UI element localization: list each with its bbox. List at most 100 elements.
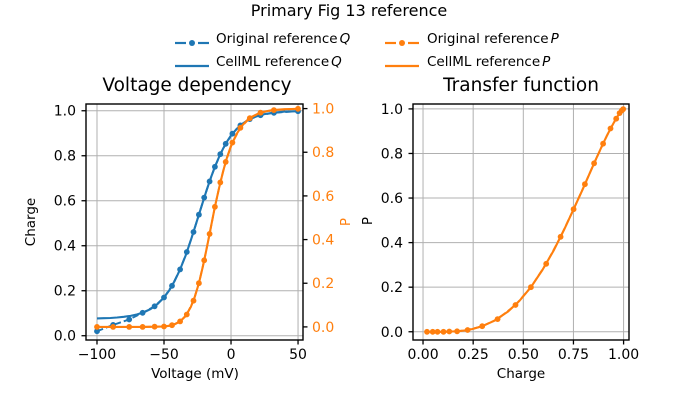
- tick-label: 1.0: [381, 102, 403, 118]
- left-plot-title: Voltage dependency: [102, 75, 292, 96]
- tick-label: 0.4: [381, 236, 403, 252]
- series-marker: [151, 323, 158, 330]
- tick-label: 50: [289, 347, 307, 363]
- series-marker: [201, 257, 208, 264]
- series-curve: [427, 108, 624, 333]
- series-marker: [151, 303, 158, 310]
- series-marker: [190, 229, 197, 235]
- series-marker: [169, 322, 175, 329]
- series-marker: [139, 309, 146, 316]
- left-plot-xlabel: Voltage (mV): [151, 366, 239, 382]
- tick-label: 0.2: [312, 276, 334, 292]
- right-plot-title: Transfer function: [443, 75, 599, 96]
- series-marker: [570, 206, 577, 213]
- tick-label: 0.0: [312, 320, 334, 336]
- left-plot-right-ylabel: P: [338, 217, 354, 227]
- series-marker: [582, 181, 588, 188]
- tick-label: 0.75: [558, 347, 589, 363]
- series-marker: [528, 284, 534, 291]
- series-marker: [183, 311, 190, 318]
- legend-line-sample: [399, 40, 405, 46]
- legend-entry-original-p: Original reference P: [427, 31, 559, 47]
- series-marker: [190, 297, 197, 304]
- series-marker: [177, 318, 184, 325]
- tick-label: 0.00: [407, 347, 438, 363]
- series-marker: [206, 178, 213, 185]
- tick-label: 1.0: [312, 102, 334, 118]
- legend-line-dashed-q-icon: [175, 34, 209, 46]
- series-marker: [126, 324, 133, 330]
- series-curve: [97, 107, 299, 328]
- series-marker: [434, 328, 441, 335]
- tick-label: −50: [149, 347, 179, 363]
- series-marker: [464, 327, 471, 333]
- right-plot-ylabel: P: [360, 216, 376, 226]
- series-marker: [557, 233, 564, 240]
- series-marker: [139, 324, 146, 330]
- series-marker: [246, 115, 253, 122]
- series-marker: [454, 328, 460, 335]
- series-marker: [217, 151, 224, 158]
- tick-label: 1.00: [608, 347, 639, 363]
- tick-label: 0: [227, 347, 236, 363]
- axes-spines: [412, 103, 630, 341]
- series-marker: [591, 160, 597, 167]
- legend-entry-cellml-p: CellML reference P: [427, 54, 551, 70]
- legend-line-solid-p-icon: [385, 57, 419, 69]
- series-marker: [229, 130, 236, 137]
- legend-line-solid-q-icon: [175, 57, 209, 69]
- right-plot-xlabel: Charge: [496, 366, 546, 382]
- tick-label: 0.8: [312, 145, 334, 161]
- series-marker: [229, 139, 236, 146]
- series-marker: [620, 106, 627, 112]
- series-marker: [169, 282, 175, 289]
- tick-label: 0.25: [458, 347, 489, 363]
- series-marker: [607, 125, 614, 132]
- series-marker: [196, 211, 202, 218]
- figure-title: Primary Fig 13 reference: [250, 1, 448, 20]
- series-marker: [494, 316, 501, 322]
- series-marker: [212, 203, 218, 210]
- series-marker: [110, 324, 116, 330]
- tick-label: 0.6: [54, 194, 76, 210]
- tick-label: 0.8: [54, 149, 76, 165]
- tick-label: 0.2: [54, 284, 76, 300]
- series-marker: [600, 140, 606, 147]
- tick-label: 1.0: [54, 104, 76, 120]
- series-marker: [94, 328, 100, 335]
- series-marker: [237, 124, 244, 131]
- tick-label: 0.6: [312, 189, 334, 205]
- series-marker: [429, 328, 436, 335]
- series-marker: [222, 140, 229, 147]
- tick-label: 0.8: [381, 146, 403, 162]
- legend-line-sample: [189, 40, 195, 46]
- tick-label: 0.4: [54, 239, 76, 255]
- series-marker: [196, 280, 202, 287]
- series-marker: [295, 105, 301, 112]
- legend-entry-original-q: Original reference Q: [216, 31, 351, 47]
- tick-label: 0.50: [508, 347, 539, 363]
- series-marker: [201, 194, 208, 201]
- series-marker: [161, 294, 167, 301]
- series-marker: [512, 302, 519, 308]
- series-marker: [212, 163, 218, 170]
- tick-label: 0.4: [312, 233, 334, 249]
- series-marker: [479, 323, 486, 330]
- legend-line-dashed-p-icon: [385, 34, 419, 46]
- left-plot-ylabel: Charge: [23, 197, 39, 247]
- series-marker: [613, 115, 620, 122]
- series-curve: [437, 108, 625, 333]
- series-marker: [543, 260, 550, 267]
- tick-label: 0.6: [381, 191, 403, 207]
- tick-label: 0.0: [381, 325, 403, 341]
- series-marker: [446, 328, 453, 335]
- series-marker: [271, 107, 277, 113]
- series-marker: [257, 109, 264, 116]
- series-marker: [440, 328, 447, 335]
- series-marker: [206, 231, 213, 237]
- series-marker: [222, 159, 229, 165]
- series-marker: [161, 323, 167, 330]
- series-marker: [424, 328, 430, 335]
